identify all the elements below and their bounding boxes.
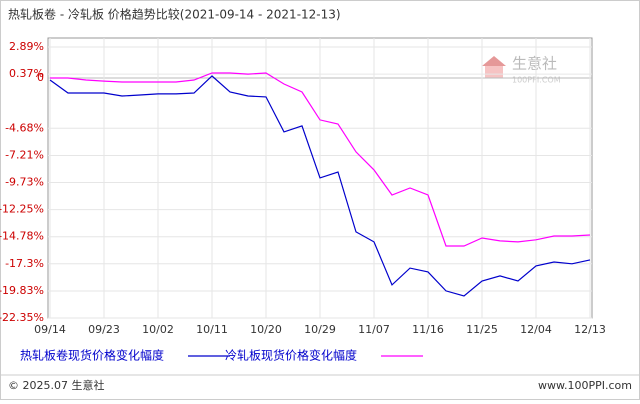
x-tick-label: 09/14 — [34, 323, 66, 336]
y-tick-label: -17.3% — [5, 257, 44, 270]
y-tick-label: -7.21% — [5, 148, 44, 161]
series-line — [49, 75, 591, 297]
footer-left: © 2025.07 生意社 — [8, 378, 104, 392]
y-tick-label: -19.83% — [0, 284, 44, 297]
watermark-name: 生意社 — [512, 55, 557, 73]
x-tick-label: 10/02 — [142, 323, 174, 336]
legend-label: 冷轧板现货价格变化幅度 — [225, 348, 357, 363]
x-tick-label: 11/25 — [466, 323, 498, 336]
x-tick-label: 10/11 — [196, 323, 228, 336]
y-tick-label: -4.68% — [5, 121, 44, 134]
logo-roof — [482, 56, 506, 66]
logo-body — [485, 66, 503, 78]
legend-label: 热轧板卷现货价格变化幅度 — [20, 348, 164, 363]
y-tick-label: 2.89% — [9, 40, 44, 53]
y-tick-label: 0.37% — [9, 67, 44, 80]
y-tick-label: 0 — [37, 71, 44, 84]
x-tick-label: 12/04 — [520, 323, 552, 336]
x-tick-label: 10/20 — [250, 323, 282, 336]
x-tick-label: 10/29 — [304, 323, 336, 336]
y-tick-label: -14.78% — [0, 230, 44, 243]
x-tick-label: 09/23 — [88, 323, 120, 336]
x-tick-label: 11/07 — [358, 323, 390, 336]
y-tick-label: -12.25% — [0, 203, 44, 216]
x-tick-label: 12/13 — [574, 323, 606, 336]
x-tick-label: 11/16 — [412, 323, 444, 336]
y-tick-label: -9.73% — [5, 176, 44, 189]
series-line — [50, 72, 591, 247]
chart-title: 热轧板卷 - 冷轧板 价格趋势比较(2021-09-14 - 2021-12-1… — [8, 7, 341, 22]
y-tick-label: -22.35% — [0, 311, 44, 324]
footer-right: www.100PPI.com — [538, 379, 632, 392]
